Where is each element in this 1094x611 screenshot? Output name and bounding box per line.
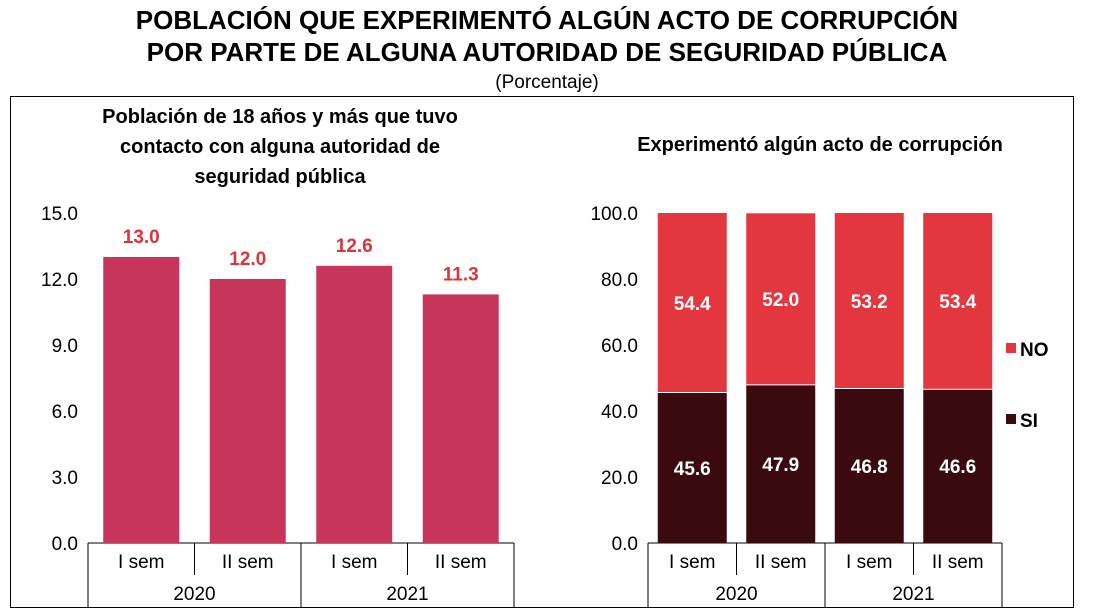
legend-si-swatch <box>1006 414 1016 424</box>
right-chart-bar-no <box>746 213 816 385</box>
chart-title-line-1: POBLACIÓN QUE EXPERIMENTÓ ALGÚN ACTO DE … <box>135 5 959 35</box>
right-chart-y-tick-label: 0.0 <box>612 534 638 555</box>
right-chart-no-label: 53.4 <box>939 292 976 313</box>
left-panel-title-line-1: Población de 18 años y más que tuvo <box>102 106 458 128</box>
right-chart-bar-no <box>923 213 993 390</box>
chart-frame <box>10 96 1074 608</box>
left-chart-bar <box>422 294 499 543</box>
right-chart-si-label: 46.8 <box>851 457 888 478</box>
right-chart-no-label: 53.2 <box>851 292 888 313</box>
left-chart-category-label: II sem <box>435 552 487 573</box>
right-chart-no-label: 52.0 <box>762 290 799 311</box>
right-chart-bar-no <box>834 213 904 389</box>
left-panel-title-line-3: seguridad pública <box>194 166 366 188</box>
left-panel-title: Población de 18 años y más que tuvo cont… <box>20 102 540 192</box>
chart-subtitle: (Porcentaje) <box>495 72 599 93</box>
left-chart-y-tick-label: 9.0 <box>52 336 78 357</box>
left-chart-bar <box>103 257 180 543</box>
legend-no-swatch <box>1006 343 1016 353</box>
left-chart-y-tick-label: 15.0 <box>41 204 78 225</box>
left-chart-value-label: 13.0 <box>123 227 160 248</box>
right-chart-group-label: 2020 <box>715 584 757 605</box>
right-chart-y-tick-label: 100.0 <box>590 204 638 225</box>
legend-si-label: SI <box>1020 411 1038 432</box>
left-chart-category-label: I sem <box>118 552 164 573</box>
left-chart-category-label: II sem <box>222 552 274 573</box>
left-chart-group-label: 2020 <box>173 584 215 605</box>
left-chart-y-tick-label: 6.0 <box>52 402 78 423</box>
right-chart-category-label: II sem <box>932 552 984 573</box>
right-chart-bar-si <box>923 389 993 543</box>
right-chart-bar-si <box>834 388 904 543</box>
left-panel-title-line-2: contacto con alguna autoridad de <box>119 136 441 158</box>
chart-title-line-2: POR PARTE DE ALGUNA AUTORIDAD DE SEGURID… <box>146 37 948 67</box>
right-chart-category-label: II sem <box>755 552 807 573</box>
right-chart-si-label: 45.6 <box>674 459 711 480</box>
right-chart-category-label: I sem <box>846 552 892 573</box>
right-chart-group-label: 2021 <box>892 584 934 605</box>
left-chart-y-tick-label: 3.0 <box>52 468 78 489</box>
left-chart-group-label: 2021 <box>386 584 428 605</box>
right-chart-bar-si <box>657 392 727 543</box>
left-chart-bar <box>316 265 393 543</box>
left-chart-y-tick-label: 0.0 <box>52 534 78 555</box>
right-chart-si-label: 46.6 <box>939 457 976 478</box>
left-chart-bar <box>209 279 286 543</box>
left-chart-y-tick-label: 12.0 <box>41 270 78 291</box>
right-chart-bar-no <box>657 213 727 393</box>
right-chart-si-label: 47.9 <box>762 455 799 476</box>
right-chart-y-tick-label: 80.0 <box>601 270 638 291</box>
right-chart-bar-si <box>746 384 816 543</box>
right-chart-no-label: 54.4 <box>674 294 711 315</box>
left-chart-category-label: I sem <box>331 552 377 573</box>
right-chart-y-tick-label: 40.0 <box>601 402 638 423</box>
right-chart-y-tick-label: 60.0 <box>601 336 638 357</box>
legend-no-label: NO <box>1020 340 1049 361</box>
right-panel-title: Experimentó algún acto de corrupción <box>637 134 1003 156</box>
left-chart-value-label: 12.0 <box>229 249 266 270</box>
right-chart-category-label: I sem <box>669 552 715 573</box>
left-chart-value-label: 12.6 <box>336 236 373 257</box>
left-chart-value-label: 11.3 <box>443 264 479 285</box>
right-chart-y-tick-label: 20.0 <box>601 468 638 489</box>
